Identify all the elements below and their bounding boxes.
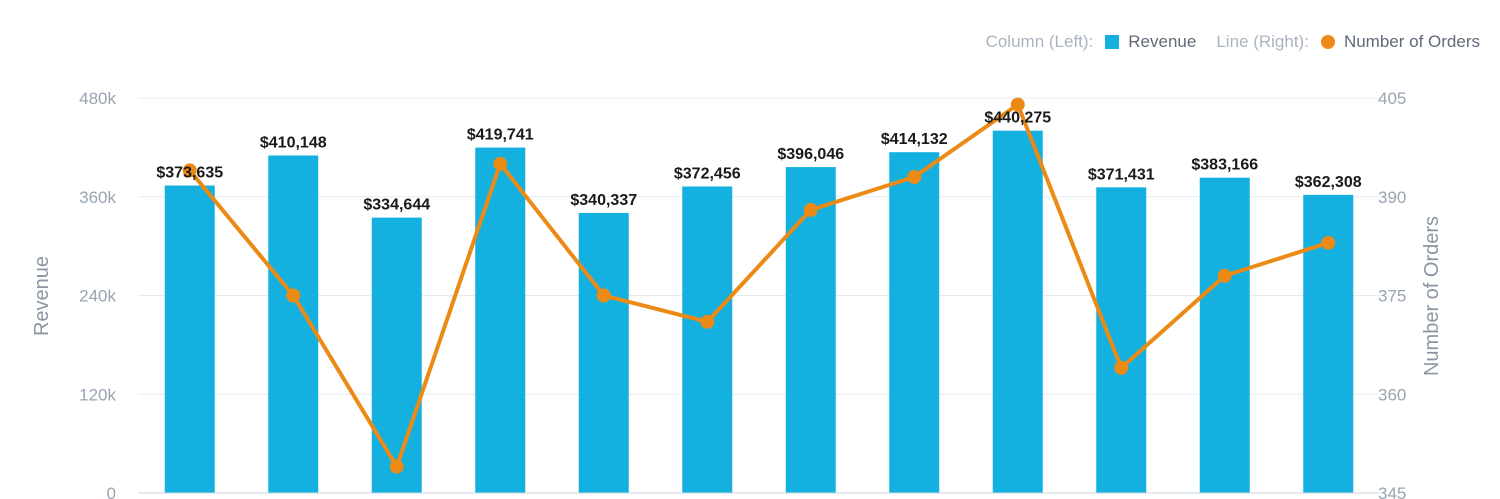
- bar-data-labels: $373,635 $410,148 $334,644 $419,741 $340,337…: [156, 110, 1361, 214]
- legend-line-group-label: Line (Right):: [1216, 32, 1309, 51]
- revenue-bar: [1199, 177, 1250, 493]
- orders-point: [1010, 97, 1025, 112]
- orders-line-series: [182, 97, 1336, 474]
- legend-orders-label[interactable]: Number of Orders: [1343, 32, 1480, 51]
- revenue-bar: [1096, 187, 1147, 493]
- orders-point: [803, 202, 818, 217]
- right-axis-tick-label: 390: [1378, 188, 1406, 207]
- revenue-data-label: $396,046: [777, 146, 844, 163]
- orders-point: [907, 170, 922, 184]
- revenue-bar: [992, 130, 1043, 493]
- revenue-data-label: $410,148: [260, 134, 327, 151]
- orders-point: [1114, 360, 1129, 375]
- left-axis-tick-label: 240k: [79, 287, 116, 306]
- gridlines: [138, 97, 1380, 395]
- axes: 0 345 120k 360 240k 375 360k 390 480k 405 Revenue N…: [31, 89, 1443, 499]
- legend-revenue-swatch: [1105, 35, 1120, 49]
- revenue-data-label: $340,337: [570, 192, 637, 209]
- revenue-bar: [578, 212, 629, 493]
- orders-point: [493, 156, 508, 171]
- right-axis-tick-label: 360: [1378, 385, 1406, 404]
- revenue-bar: [889, 152, 940, 494]
- revenue-bar: [164, 185, 215, 493]
- revenue-bar: [785, 167, 836, 493]
- right-axis-tick-label: 405: [1378, 89, 1406, 108]
- orders-point: [1217, 268, 1232, 283]
- revenue-data-label: $383,166: [1191, 157, 1258, 174]
- right-axis-title: Number of Orders: [1421, 216, 1443, 376]
- right-axis-tick-label: 345: [1378, 484, 1406, 499]
- left-axis-tick-label: 480k: [79, 89, 116, 108]
- left-axis-tick-label: 120k: [79, 385, 116, 404]
- chart-legend: Column (Left): Revenue Line (Right): Num…: [986, 32, 1480, 52]
- orders-point: [596, 288, 611, 303]
- orders-point: [700, 314, 715, 329]
- orders-point: [1321, 235, 1336, 250]
- orders-point: [286, 288, 301, 303]
- left-axis-tick-label: 0: [107, 484, 116, 499]
- left-axis-tick-label: 360k: [79, 188, 116, 207]
- revenue-data-label: $371,431: [1088, 166, 1155, 183]
- revenue-bar: [475, 147, 526, 493]
- legend-revenue-label[interactable]: Revenue: [1128, 32, 1197, 51]
- revenue-bar: [682, 186, 733, 493]
- orders-point: [389, 459, 404, 474]
- legend-column-group-label: Column (Left):: [985, 32, 1094, 51]
- revenue-bar: [371, 217, 422, 493]
- right-axis-tick-label: 375: [1378, 287, 1406, 306]
- revenue-data-label: $334,644: [363, 197, 430, 214]
- revenue-data-label: $362,308: [1295, 174, 1362, 191]
- revenue-data-label: $414,132: [881, 131, 948, 148]
- revenue-data-label: $419,741: [467, 127, 534, 144]
- revenue-data-label: $372,456: [674, 165, 741, 182]
- revenue-data-label: $373,635: [156, 165, 223, 182]
- revenue-bars: [164, 130, 1354, 494]
- left-axis-title: Revenue: [31, 256, 53, 336]
- orders-line: [187, 102, 1331, 469]
- legend-orders-swatch: [1320, 35, 1335, 49]
- orders-point: [182, 163, 197, 178]
- revenue-data-label: $440,275: [984, 110, 1051, 127]
